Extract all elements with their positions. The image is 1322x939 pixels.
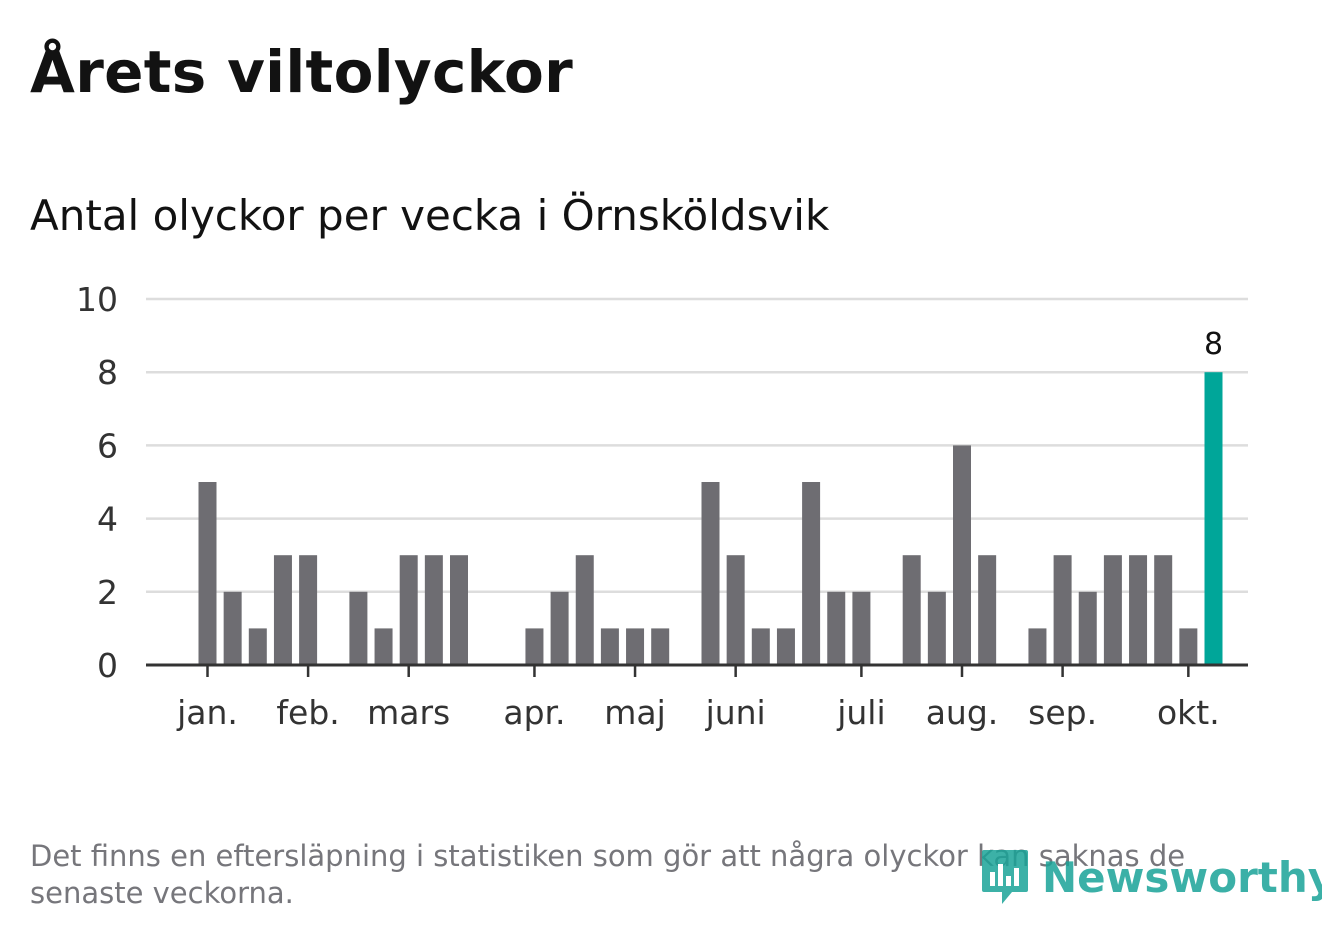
y-tick-label: 4	[97, 500, 118, 539]
bar	[273, 555, 292, 665]
x-tick-label: maj	[604, 693, 666, 732]
y-tick-label: 6	[97, 426, 118, 465]
newsworthy-brand[interactable]: Newsworthy	[980, 845, 1322, 909]
bar	[575, 555, 594, 665]
bar	[450, 555, 468, 665]
bar	[525, 628, 544, 665]
bar	[299, 555, 318, 665]
bar	[1179, 628, 1198, 665]
bar	[248, 628, 267, 665]
y-tick-label: 10	[76, 280, 118, 319]
bar	[852, 591, 871, 665]
bar	[751, 628, 770, 665]
x-tick-label: juni	[705, 693, 766, 732]
bar	[1053, 555, 1072, 665]
bar	[626, 628, 645, 665]
bar	[1078, 591, 1097, 665]
data-label: 8	[1204, 327, 1223, 362]
y-tick-label: 2	[97, 573, 118, 612]
x-tick-label: aug.	[926, 693, 999, 732]
x-tick-label: mars	[367, 693, 450, 732]
bar	[223, 591, 242, 665]
bar	[927, 591, 946, 665]
chart-subtitle: Antal olyckor per vecka i Örnsköldsvik	[30, 191, 830, 240]
bar	[424, 555, 443, 665]
bar	[1028, 628, 1047, 665]
bar	[827, 591, 846, 665]
bar	[701, 482, 720, 665]
bar	[1103, 555, 1122, 665]
x-tick-label: juli	[836, 693, 885, 732]
bar	[776, 628, 795, 665]
y-tick-label: 0	[97, 646, 118, 685]
bar	[374, 628, 393, 665]
bar	[349, 591, 368, 665]
bar	[550, 591, 569, 665]
x-tick-label: okt.	[1157, 693, 1220, 732]
x-tick-label: sep.	[1028, 693, 1097, 732]
x-tick-label: feb.	[276, 693, 339, 732]
x-tick-label: apr.	[503, 693, 565, 732]
bar	[399, 555, 418, 665]
bar	[1154, 555, 1173, 665]
bar-chart: 0 2 4 6 8 10 jan. feb. mars apr. maj juni juli aug. se…	[76, 280, 1248, 732]
y-tick-label: 8	[97, 353, 118, 392]
newsworthy-logo-icon	[982, 850, 1028, 904]
bar	[902, 555, 921, 665]
bar	[978, 555, 997, 665]
brand-name: Newsworthy	[1042, 852, 1322, 902]
bar	[1204, 372, 1223, 665]
bar	[600, 628, 619, 665]
bar	[802, 482, 821, 665]
bar	[651, 628, 670, 665]
bar	[198, 482, 217, 665]
bar	[726, 555, 745, 665]
x-tick-label: jan.	[176, 693, 238, 732]
bar	[953, 445, 971, 665]
chart-title: Årets viltolyckor	[30, 38, 574, 106]
bar	[1129, 555, 1148, 665]
